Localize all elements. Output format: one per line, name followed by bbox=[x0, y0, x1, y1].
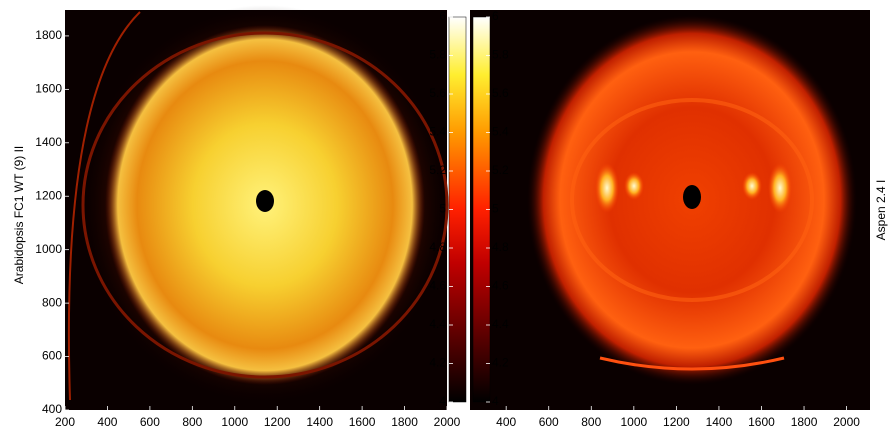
x-tick-label: 800 bbox=[581, 415, 601, 429]
y-tick-label: 400 bbox=[42, 402, 62, 416]
x-tick-label: 1800 bbox=[391, 415, 418, 429]
colorbar-tick-label: 4.6 bbox=[429, 279, 446, 293]
colorbar-tick-label: 4.4 bbox=[492, 317, 509, 331]
x-tick-label: 1000 bbox=[620, 415, 647, 429]
x-tick-label: 1200 bbox=[264, 415, 291, 429]
y-tick-label: 1400 bbox=[35, 135, 62, 149]
colorbar-tick-label: 4.2 bbox=[492, 356, 509, 370]
x-tick-label: 1400 bbox=[306, 415, 333, 429]
x-tick-label: 2000 bbox=[833, 415, 860, 429]
x-tick-label: 600 bbox=[140, 415, 160, 429]
x-tick-label: 1000 bbox=[221, 415, 248, 429]
y-tick-label: 1200 bbox=[35, 188, 62, 202]
x-tick-label: 2000 bbox=[434, 415, 461, 429]
colorbar-tick-label: 6 bbox=[439, 9, 446, 23]
colorbar-tick-label: 5.8 bbox=[492, 48, 509, 62]
colorbar-tick-label: 4.8 bbox=[492, 240, 509, 254]
y-axis-label: Arabidopsis FC1 WT (9) II bbox=[12, 146, 26, 284]
colorbar-tick-label: 5 bbox=[492, 202, 499, 216]
y-tick-label: 1800 bbox=[35, 28, 62, 42]
colorbar-tick-label: 4 bbox=[439, 394, 446, 408]
y-tick-label: 1000 bbox=[35, 242, 62, 256]
y-tick-label: 600 bbox=[42, 349, 62, 363]
x-tick-label: 1400 bbox=[706, 415, 733, 429]
colorbar-tick-label: 4.8 bbox=[429, 240, 446, 254]
colorbar-tick-label: 5.4 bbox=[492, 125, 509, 139]
x-tick-label: 1600 bbox=[349, 415, 376, 429]
y-tick-label: 1600 bbox=[35, 82, 62, 96]
x-tick-label: 400 bbox=[496, 415, 516, 429]
x-tick-label: 800 bbox=[182, 415, 202, 429]
x-tick-label: 600 bbox=[539, 415, 559, 429]
colorbar-tick-label: 6 bbox=[492, 9, 499, 23]
colorbar-tick-label: 5.2 bbox=[429, 163, 446, 177]
colorbar-tick-label: 5.6 bbox=[492, 86, 509, 100]
colorbar-tick-label: 4.6 bbox=[492, 279, 509, 293]
colorbar-tick-label: 4.2 bbox=[429, 356, 446, 370]
colorbar-tick-label: 5.6 bbox=[429, 86, 446, 100]
x-tick-label: 1800 bbox=[791, 415, 818, 429]
x-tick-label: 200 bbox=[55, 415, 75, 429]
y-axis-label: Aspen 2.4 I bbox=[874, 180, 888, 241]
x-tick-label: 1200 bbox=[663, 415, 690, 429]
colorbar-tick-label: 5 bbox=[439, 202, 446, 216]
x-tick-label: 1600 bbox=[748, 415, 775, 429]
colorbar-tick-label: 5.8 bbox=[429, 48, 446, 62]
colorbar-tick-label: 4 bbox=[492, 394, 499, 408]
diffraction-image-right bbox=[470, 10, 870, 410]
x-tick-label: 400 bbox=[97, 415, 117, 429]
y-tick-label: 800 bbox=[42, 295, 62, 309]
diffraction-image-left bbox=[65, 5, 450, 410]
colorbar-tick-label: 5.4 bbox=[429, 125, 446, 139]
colorbar-tick-label: 4.4 bbox=[429, 317, 446, 331]
colorbar-tick-label: 5.2 bbox=[492, 163, 509, 177]
